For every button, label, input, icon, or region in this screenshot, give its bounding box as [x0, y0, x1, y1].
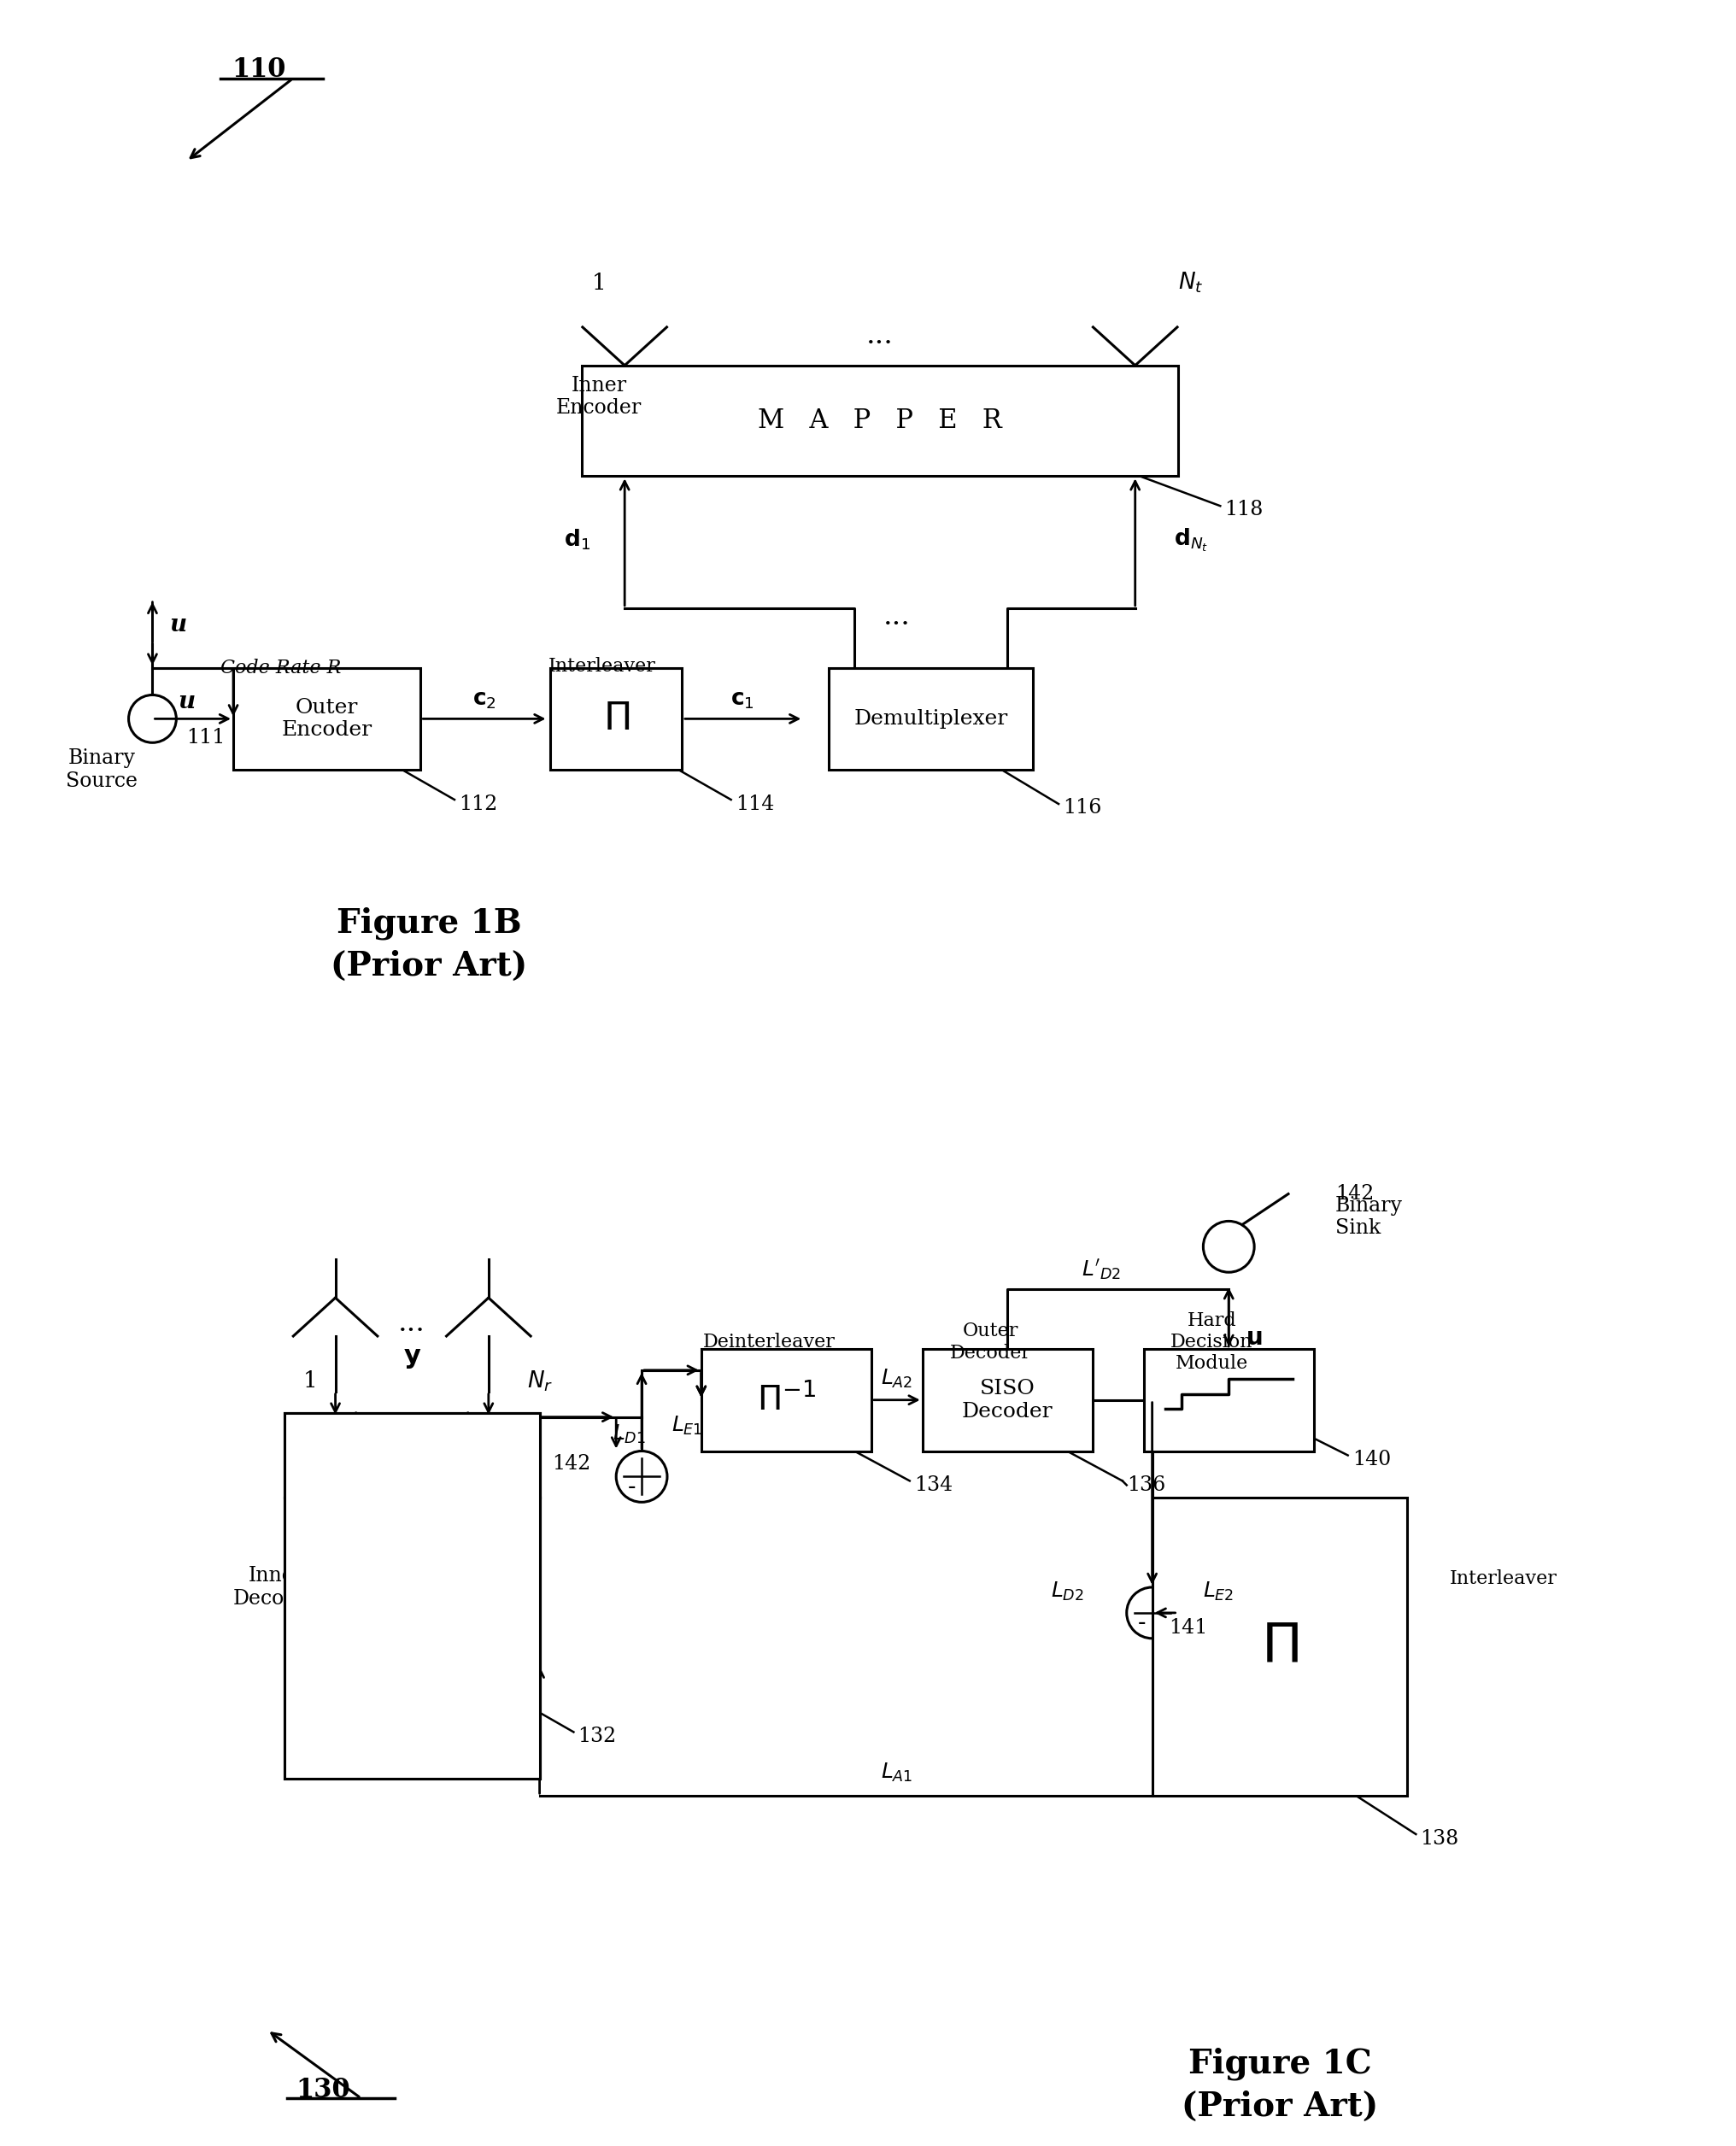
Text: Hard
Decision
Module: Hard Decision Module [1170, 1311, 1253, 1373]
Text: 136: 136 [1127, 1474, 1165, 1496]
Text: $\mathbf{c}_2$: $\mathbf{c}_2$ [472, 689, 496, 710]
Bar [828, 667, 1033, 770]
Text: $N_t$: $N_t$ [1177, 270, 1203, 294]
Text: Figure 1C: Figure 1C [1187, 2047, 1371, 2082]
Text: $\mathbf{d}_1$: $\mathbf{d}_1$ [564, 528, 590, 552]
Text: 114: 114 [736, 794, 774, 813]
Text: Inner
Encoder: Inner Encoder [556, 376, 642, 418]
Bar [1144, 1350, 1314, 1451]
Bar [285, 1412, 540, 1498]
Text: -: - [627, 1474, 635, 1498]
Text: Demapper: Demapper [344, 1625, 481, 1652]
Text: Interleaver: Interleaver [1450, 1569, 1557, 1588]
Bar [701, 1350, 871, 1451]
Text: $\mathbf{c}_1$: $\mathbf{c}_1$ [731, 689, 753, 710]
Bar [922, 1350, 1092, 1451]
Text: 118: 118 [1224, 500, 1264, 519]
Text: -: - [1137, 1612, 1146, 1635]
Circle shape [616, 1451, 667, 1502]
Text: $\Pi^{-1}$: $\Pi^{-1}$ [757, 1384, 816, 1416]
Text: $\mathbf{y}$: $\mathbf{y}$ [403, 1442, 422, 1468]
Text: Demapper: Demapper [344, 1607, 481, 1635]
Text: Demapper: Demapper [344, 1607, 481, 1635]
Text: SISO
Decoder: SISO Decoder [962, 1378, 1054, 1421]
Circle shape [128, 695, 177, 743]
Text: ...: ... [884, 603, 911, 631]
Text: 134: 134 [913, 1474, 953, 1496]
Text: (Prior Art): (Prior Art) [330, 949, 528, 983]
Text: $\Pi$: $\Pi$ [602, 700, 630, 738]
Text: $\Pi$: $\Pi$ [1260, 1620, 1299, 1674]
Bar [1153, 1498, 1408, 1796]
Text: Binary
Source: Binary Source [66, 749, 137, 792]
Text: 1: 1 [302, 1371, 318, 1393]
Circle shape [1203, 1221, 1255, 1273]
Text: $L_{D1}$: $L_{D1}$ [613, 1423, 646, 1444]
Text: $\mathbf{y}$: $\mathbf{y}$ [403, 1343, 422, 1371]
Bar [233, 667, 420, 770]
Text: Figure 1B: Figure 1B [337, 908, 521, 940]
Text: (Prior Art): (Prior Art) [1182, 2090, 1378, 2122]
Text: 142: 142 [1335, 1185, 1373, 1204]
Text: ...: ... [398, 1309, 425, 1337]
Text: 1: 1 [592, 273, 606, 294]
Text: Binary
Sink: Binary Sink [1335, 1195, 1403, 1238]
Text: 142: 142 [552, 1455, 590, 1474]
Text: Inner
Decoder: Inner Decoder [233, 1567, 319, 1610]
Text: 132: 132 [578, 1728, 616, 1747]
Bar [582, 365, 1177, 476]
Text: Deinterleaver: Deinterleaver [703, 1333, 835, 1352]
Text: $\mathbf{u}$: $\mathbf{u}$ [1246, 1326, 1262, 1350]
Text: Demultiplexer: Demultiplexer [854, 708, 1009, 730]
Text: $L'_{D2}$: $L'_{D2}$ [1082, 1258, 1121, 1283]
Text: 138: 138 [1420, 1828, 1458, 1848]
Text: u: u [177, 691, 194, 712]
Text: u: u [170, 614, 187, 637]
Circle shape [1127, 1588, 1177, 1637]
Text: $L_{A2}$: $L_{A2}$ [880, 1367, 913, 1391]
Text: 111: 111 [186, 727, 226, 747]
Text: 141: 141 [1168, 1618, 1208, 1637]
Text: $L_{E2}$: $L_{E2}$ [1203, 1579, 1234, 1603]
Text: Interleaver: Interleaver [549, 657, 656, 676]
Text: $L_{E1}$: $L_{E1}$ [672, 1414, 703, 1436]
Text: 140: 140 [1352, 1451, 1391, 1470]
Text: M   A   P   P   E   R: M A P P E R [759, 408, 1002, 433]
Text: $\mathbf{y}$: $\mathbf{y}$ [403, 1442, 422, 1468]
Bar [285, 1412, 540, 1779]
Text: 112: 112 [458, 794, 498, 813]
Text: 116: 116 [1062, 798, 1102, 818]
Text: Outer
Decoder: Outer Decoder [950, 1322, 1031, 1363]
Text: ...: ... [866, 322, 894, 350]
Text: $L_{D2}$: $L_{D2}$ [1050, 1579, 1083, 1603]
Text: 110: 110 [231, 56, 286, 84]
Bar [285, 1498, 540, 1779]
Text: $L_{A1}$: $L_{A1}$ [880, 1762, 913, 1783]
Text: $N_r$: $N_r$ [526, 1369, 552, 1393]
Text: 130: 130 [295, 2077, 349, 2103]
Text: Code Rate R: Code Rate R [220, 659, 342, 678]
Text: Outer
Encoder: Outer Encoder [281, 697, 372, 740]
Text: $\mathbf{d}_{N_t}$: $\mathbf{d}_{N_t}$ [1174, 526, 1208, 554]
Bar [285, 1412, 540, 1779]
Bar [550, 667, 682, 770]
